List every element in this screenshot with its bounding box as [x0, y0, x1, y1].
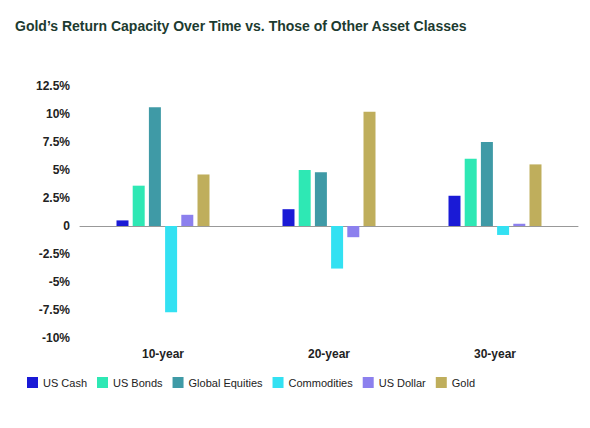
svg-text:12.5%: 12.5%	[36, 79, 70, 93]
svg-text:5%: 5%	[53, 163, 71, 177]
svg-text:US Cash: US Cash	[43, 377, 87, 389]
svg-text:20-year: 20-year	[308, 347, 350, 361]
svg-text:10%: 10%	[46, 107, 70, 121]
svg-text:Global Equities: Global Equities	[189, 377, 263, 389]
svg-text:-5%: -5%	[49, 275, 71, 289]
svg-text:0: 0	[63, 219, 70, 233]
svg-text:30-year: 30-year	[474, 347, 516, 361]
svg-text:7.5%: 7.5%	[43, 135, 71, 149]
svg-text:Commodities: Commodities	[289, 377, 354, 389]
svg-text:2.5%: 2.5%	[43, 191, 71, 205]
svg-text:-2.5%: -2.5%	[39, 247, 71, 261]
svg-text:-7.5%: -7.5%	[39, 303, 71, 317]
svg-text:-10%: -10%	[42, 331, 70, 345]
svg-text:Gold: Gold	[452, 377, 475, 389]
svg-text:US Bonds: US Bonds	[113, 377, 163, 389]
svg-text:Gold’s Return Capacity Over Ti: Gold’s Return Capacity Over Time vs. Tho…	[15, 18, 467, 34]
svg-text:US Dollar: US Dollar	[379, 377, 426, 389]
svg-text:10-year: 10-year	[142, 347, 184, 361]
